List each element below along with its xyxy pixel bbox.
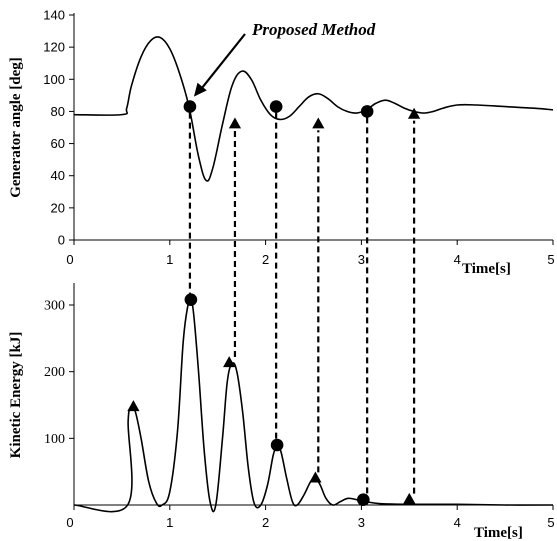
circle-marker xyxy=(269,100,283,113)
y-axis-label: Generator angle [deg] xyxy=(8,57,24,198)
y-tick-label: 0 xyxy=(58,233,65,248)
x-axis-label: Time[s] xyxy=(462,261,511,277)
triangle-marker xyxy=(407,107,421,119)
kinetic-energy-plot: 100 200 300 0 1 2 3 4 5 Time[s] Kinetic Energy [kJ… xyxy=(8,283,555,541)
x-tick-label: 2 xyxy=(262,515,269,530)
circle-marker xyxy=(357,493,370,506)
x-tick-label: 1 xyxy=(166,515,173,530)
x-tick-label: 1 xyxy=(166,252,173,267)
circle-marker xyxy=(360,105,374,118)
x-axis-label: Time[s] xyxy=(474,525,523,541)
x-tick-label: 0 xyxy=(66,252,73,267)
x-tick-label: 4 xyxy=(454,252,461,267)
circle-marker xyxy=(270,438,284,452)
y-tick-label: 80 xyxy=(51,104,65,119)
x-tick-label: 5 xyxy=(547,515,554,530)
x-tick-label: 0 xyxy=(66,515,73,530)
generator-angle-plot: 0 20 40 60 80 100 120 140 0 1 2 3 4 5 Time[s] Generator… xyxy=(8,8,555,278)
annotation-arrow-line xyxy=(199,33,246,92)
annotation-arrow-head xyxy=(193,82,207,97)
x-tick-label: 5 xyxy=(547,252,554,267)
x-tick-label: 4 xyxy=(454,515,461,530)
annotation-label: Proposed Method xyxy=(251,20,376,39)
x-tick-label: 2 xyxy=(262,252,269,267)
triangle-marker xyxy=(228,117,242,129)
triangle-marker xyxy=(127,400,140,412)
triangle-marker xyxy=(312,117,325,129)
marker-connector-lines xyxy=(188,112,416,494)
y-tick-label: 20 xyxy=(51,200,65,215)
y-tick-label: 140 xyxy=(43,8,65,23)
triangle-marker xyxy=(309,471,322,483)
circle-marker xyxy=(184,293,198,306)
y-tick-label: 100 xyxy=(43,72,65,87)
series-line xyxy=(73,36,554,182)
y-tick-label: 40 xyxy=(51,168,65,183)
circle-marker xyxy=(183,100,197,113)
x-tick-label: 3 xyxy=(358,515,365,530)
y-tick-label: 300 xyxy=(44,299,65,314)
x-tick-label: 3 xyxy=(358,252,365,267)
series-line xyxy=(73,297,554,513)
triangle-marker xyxy=(223,356,236,368)
triangle-marker xyxy=(403,492,416,504)
y-tick-label: 200 xyxy=(44,365,65,380)
y-tick-label: 100 xyxy=(44,432,65,447)
y-axis-label: Kinetic Energy [kJ] xyxy=(8,332,24,459)
y-tick-label: 60 xyxy=(51,136,65,151)
y-tick-label: 120 xyxy=(43,40,65,55)
